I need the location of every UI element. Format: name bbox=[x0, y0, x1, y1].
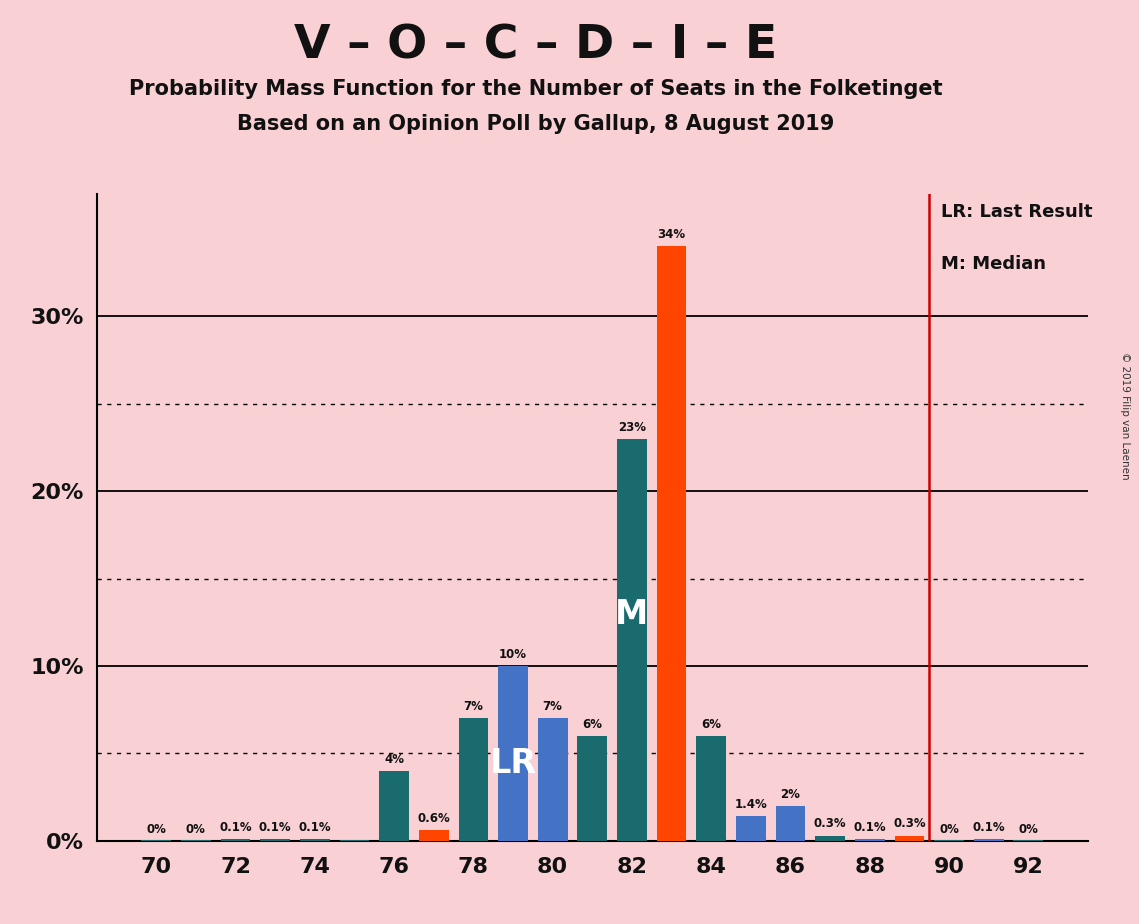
Bar bbox=[261, 839, 290, 841]
Bar bbox=[459, 719, 489, 841]
Bar bbox=[419, 831, 449, 841]
Text: 6%: 6% bbox=[702, 718, 721, 731]
Text: 1.4%: 1.4% bbox=[735, 798, 768, 811]
Text: 0.1%: 0.1% bbox=[853, 821, 886, 833]
Text: 2%: 2% bbox=[780, 787, 801, 800]
Text: 0.3%: 0.3% bbox=[893, 818, 926, 831]
Bar bbox=[974, 839, 1003, 841]
Text: 0%: 0% bbox=[1018, 823, 1039, 836]
Bar bbox=[300, 839, 329, 841]
Bar bbox=[816, 835, 845, 841]
Bar bbox=[855, 839, 885, 841]
Text: 0.6%: 0.6% bbox=[417, 812, 450, 825]
Text: 0%: 0% bbox=[939, 823, 959, 836]
Text: 7%: 7% bbox=[464, 700, 483, 713]
Text: M: Median: M: Median bbox=[941, 255, 1046, 274]
Text: 7%: 7% bbox=[542, 700, 563, 713]
Text: 23%: 23% bbox=[618, 420, 646, 433]
Text: 4%: 4% bbox=[384, 753, 404, 766]
Text: 0.1%: 0.1% bbox=[259, 821, 292, 833]
Text: 0.1%: 0.1% bbox=[298, 821, 331, 833]
Text: 34%: 34% bbox=[657, 228, 686, 241]
Text: © 2019 Filip van Laenen: © 2019 Filip van Laenen bbox=[1121, 352, 1130, 480]
Text: LR: Last Result: LR: Last Result bbox=[941, 202, 1092, 221]
Bar bbox=[696, 736, 726, 841]
Text: LR: LR bbox=[490, 747, 536, 780]
Bar bbox=[498, 666, 527, 841]
Text: V – O – C – D – I – E: V – O – C – D – I – E bbox=[294, 23, 777, 68]
Bar bbox=[617, 439, 647, 841]
Bar bbox=[894, 835, 924, 841]
Bar bbox=[538, 719, 567, 841]
Text: 0.1%: 0.1% bbox=[973, 821, 1005, 833]
Text: 6%: 6% bbox=[582, 718, 603, 731]
Text: 0.1%: 0.1% bbox=[219, 821, 252, 833]
Text: 0%: 0% bbox=[186, 823, 206, 836]
Bar bbox=[577, 736, 607, 841]
Text: Probability Mass Function for the Number of Seats in the Folketinget: Probability Mass Function for the Number… bbox=[129, 79, 942, 99]
Text: 0.3%: 0.3% bbox=[813, 818, 846, 831]
Text: M: M bbox=[615, 598, 648, 631]
Text: 10%: 10% bbox=[499, 648, 527, 661]
Bar bbox=[379, 771, 409, 841]
Bar bbox=[736, 817, 765, 841]
Text: 0%: 0% bbox=[146, 823, 166, 836]
Bar bbox=[776, 806, 805, 841]
Bar bbox=[221, 839, 251, 841]
Text: Based on an Opinion Poll by Gallup, 8 August 2019: Based on an Opinion Poll by Gallup, 8 Au… bbox=[237, 114, 834, 134]
Bar bbox=[657, 247, 687, 841]
